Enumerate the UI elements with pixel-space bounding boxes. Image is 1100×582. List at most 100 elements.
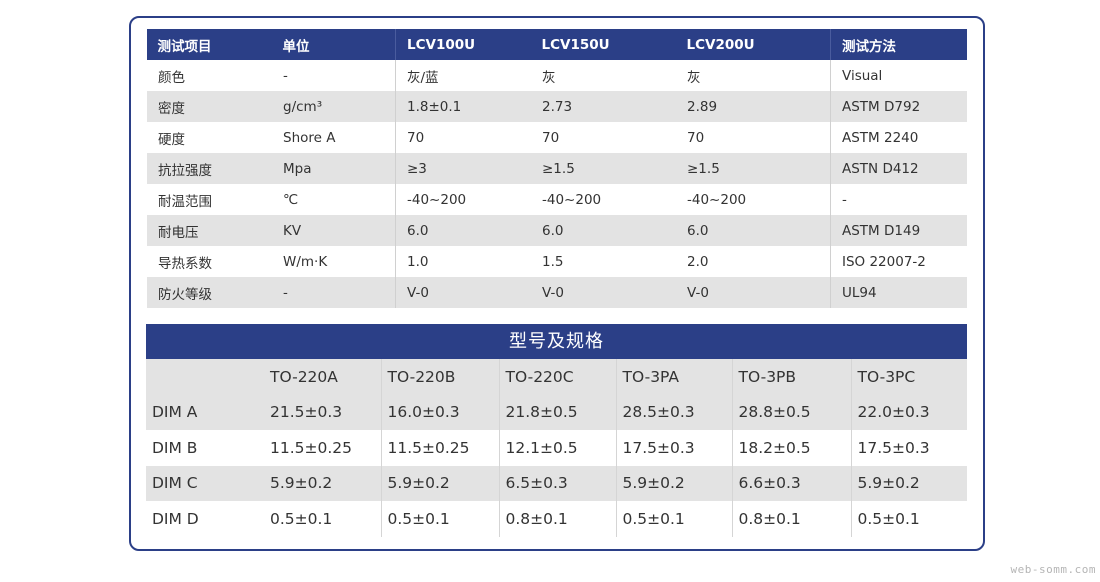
table-cell: V-0: [675, 277, 831, 308]
properties-header-row: 测试项目 单位 LCV100U LCV150U LCV200U 测试方法: [146, 29, 967, 60]
table-cell: W/m·K: [271, 246, 396, 277]
properties-header-cell: 测试项目: [146, 29, 272, 60]
table-cell: -40~200: [675, 184, 831, 215]
table-cell: 21.5±0.3: [264, 394, 381, 430]
table-row: 防火等级 - V-0 V-0 V-0 UL94: [146, 277, 967, 308]
table-cell: -: [271, 277, 396, 308]
table-cell: 6.0: [675, 215, 831, 246]
properties-header-cell: 单位: [271, 29, 396, 60]
table-cell: -40~200: [395, 184, 531, 215]
properties-header-cell: LCV200U: [675, 29, 831, 60]
table-cell: 21.8±0.5: [498, 394, 616, 430]
table-cell: ≥1.5: [675, 153, 831, 184]
table-cell: 28.8±0.5: [731, 394, 851, 430]
table-cell: Shore A: [271, 122, 396, 153]
table-cell: 5.9±0.2: [380, 465, 499, 501]
table-cell: V-0: [395, 277, 531, 308]
table-cell: 70: [675, 122, 831, 153]
table-cell: 11.5±0.25: [264, 430, 381, 466]
specs-table: TO-220A TO-220B TO-220C TO-3PA TO-3PB TO-3PC D…: [146, 359, 967, 537]
specs-body: TO-220A TO-220B TO-220C TO-3PA TO-3PB TO-3PC D…: [146, 359, 967, 537]
table-cell: 17.5±0.3: [850, 430, 967, 466]
table-cell: ASTM D149: [830, 215, 967, 246]
table-cell: 70: [395, 122, 531, 153]
specs-header-cell: TO-3PB: [731, 359, 851, 395]
table-cell: 耐温范围: [146, 184, 272, 215]
table-cell: 0.8±0.1: [731, 501, 851, 537]
table-cell: 颜色: [146, 60, 272, 91]
table-cell: 6.0: [530, 215, 676, 246]
table-cell: DIM D: [146, 501, 264, 537]
watermark: web-somm.com: [1010, 563, 1096, 576]
table-cell: DIM B: [146, 430, 264, 466]
table-row: 密度 g/cm³ 1.8±0.1 2.73 2.89 ASTM D792: [146, 91, 967, 122]
specs-title: 型号及规格: [146, 324, 967, 359]
table-cell: 2.89: [675, 91, 831, 122]
table-cell: 22.0±0.3: [850, 394, 967, 430]
table-cell: DIM C: [146, 465, 264, 501]
properties-table: 测试项目 单位 LCV100U LCV150U LCV200U 测试方法 颜色 - 灰/蓝灰灰 V…: [146, 29, 967, 308]
table-cell: ≥3: [395, 153, 531, 184]
table-row: DIM D 0.5±0.1 0.5±0.1 0.8±0.1 0.5±0.1 0.8±0.1…: [146, 501, 967, 537]
specs-header-row: TO-220A TO-220B TO-220C TO-3PA TO-3PB TO-3PC: [146, 359, 967, 395]
table-cell: 12.1±0.5: [498, 430, 616, 466]
table-cell: 2.0: [675, 246, 831, 277]
table-row: 导热系数 W/m·K 1.0 1.5 2.0 ISO 22007-2: [146, 246, 967, 277]
table-cell: 0.5±0.1: [850, 501, 967, 537]
table-row: 耐温范围 ℃ -40~200 -40~200 -40~200-: [146, 184, 967, 215]
table-cell: 0.5±0.1: [380, 501, 499, 537]
table-cell: 6.6±0.3: [731, 465, 851, 501]
table-cell: ASTM D792: [830, 91, 967, 122]
specs-header-cell: TO-220A: [264, 359, 381, 395]
table-row: DIM A 21.5±0.3 16.0±0.3 21.8±0.5 28.5±0.3 28.…: [146, 394, 967, 430]
table-cell: -: [271, 60, 396, 91]
table-cell: 耐电压: [146, 215, 272, 246]
table-cell: -40~200: [530, 184, 676, 215]
specs-header-cell: TO-220C: [498, 359, 616, 395]
table-cell: 28.5±0.3: [615, 394, 732, 430]
table-cell: UL94: [830, 277, 967, 308]
properties-body: 测试项目 单位 LCV100U LCV150U LCV200U 测试方法 颜色 - 灰/蓝灰灰 V…: [146, 29, 967, 308]
table-row: 颜色 - 灰/蓝灰灰 Visual: [146, 60, 967, 91]
specs-header-cell: TO-220B: [380, 359, 499, 395]
table-cell: V-0: [530, 277, 676, 308]
table-row: 耐电压 KV 6.0 6.0 6.0 ASTM D149: [146, 215, 967, 246]
properties-header-cell: 测试方法: [830, 29, 967, 60]
table-cell: 0.8±0.1: [498, 501, 616, 537]
table-cell: 防火等级: [146, 277, 272, 308]
table-cell: ℃: [271, 184, 396, 215]
table-cell: 5.9±0.2: [615, 465, 732, 501]
table-row: 硬度 Shore A 70 70 70 ASTM 2240: [146, 122, 967, 153]
table-row: DIM C 5.9±0.2 5.9±0.2 6.5±0.3 5.9±0.2 6.6±0.3…: [146, 465, 967, 501]
table-cell: 灰/蓝: [395, 60, 531, 91]
table-cell: g/cm³: [271, 91, 396, 122]
table-cell: 导热系数: [146, 246, 272, 277]
table-cell: Visual: [830, 60, 967, 91]
table-cell: 1.0: [395, 246, 531, 277]
table-row: DIM B 11.5±0.25 11.5±0.25 12.1±0.5 17.5±0.3 1…: [146, 430, 967, 466]
properties-header-cell: LCV150U: [530, 29, 676, 60]
table-cell: 70: [530, 122, 676, 153]
specs-header-cell: TO-3PC: [850, 359, 967, 395]
table-cell: 密度: [146, 91, 272, 122]
table-cell: 18.2±0.5: [731, 430, 851, 466]
table-cell: ASTM 2240: [830, 122, 967, 153]
table-cell: Mpa: [271, 153, 396, 184]
table-cell: ≥1.5: [530, 153, 676, 184]
table-cell: 1.5: [530, 246, 676, 277]
table-cell: 16.0±0.3: [380, 394, 499, 430]
table-cell: 6.5±0.3: [498, 465, 616, 501]
table-cell: 1.8±0.1: [395, 91, 531, 122]
table-cell: 抗拉强度: [146, 153, 272, 184]
table-cell: 0.5±0.1: [264, 501, 381, 537]
specs-header-cell: TO-3PA: [615, 359, 732, 395]
table-cell: 硬度: [146, 122, 272, 153]
table-row: 抗拉强度 Mpa ≥3 ≥1.5 ≥1.5 ASTN D412: [146, 153, 967, 184]
table-cell: 灰: [675, 60, 831, 91]
table-cell: -: [830, 184, 967, 215]
table-cell: DIM A: [146, 394, 264, 430]
table-cell: 6.0: [395, 215, 531, 246]
specs-header-cell: [146, 359, 264, 395]
table-cell: 2.73: [530, 91, 676, 122]
table-cell: 5.9±0.2: [850, 465, 967, 501]
